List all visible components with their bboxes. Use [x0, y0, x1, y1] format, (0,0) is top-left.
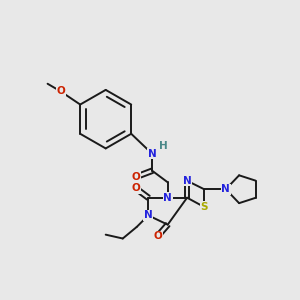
- Text: N: N: [183, 176, 191, 186]
- Text: N: N: [221, 184, 230, 194]
- Text: O: O: [56, 86, 65, 96]
- Text: O: O: [153, 231, 162, 241]
- Text: O: O: [132, 172, 140, 182]
- Text: N: N: [163, 193, 172, 203]
- Text: H: H: [160, 141, 168, 151]
- Text: N: N: [144, 210, 153, 220]
- Text: N: N: [148, 149, 157, 159]
- Text: S: S: [200, 202, 208, 212]
- Text: O: O: [132, 184, 140, 194]
